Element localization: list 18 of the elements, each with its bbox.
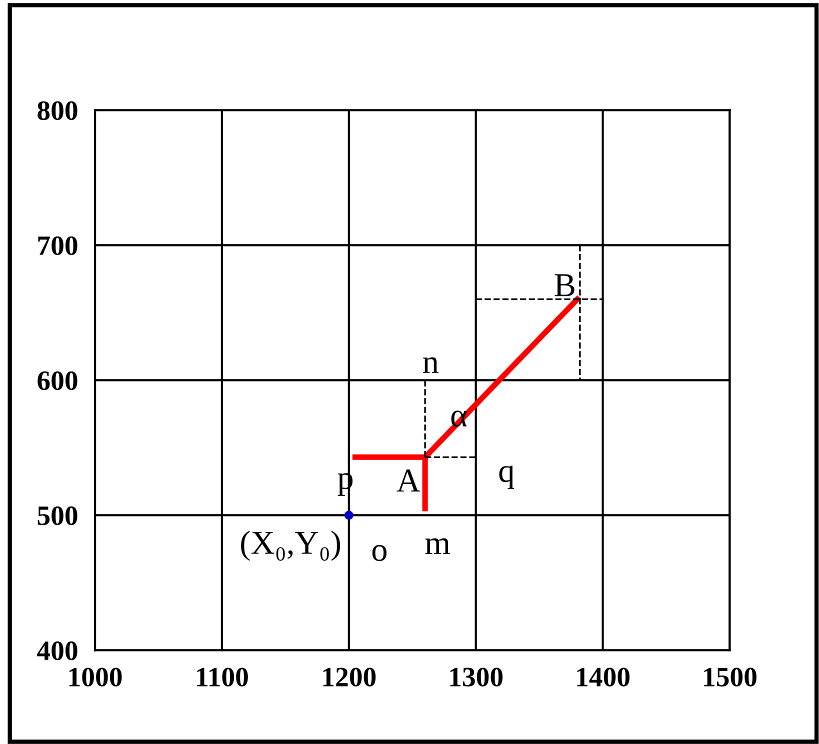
annotation: (X₀,Y₀) bbox=[241, 530, 340, 561]
y-tick-label: 800 bbox=[38, 101, 78, 120]
x-tick-label: 1000 bbox=[69, 668, 122, 686]
y-tick-label: 500 bbox=[38, 506, 78, 526]
x-tick-label: 1100 bbox=[197, 668, 248, 686]
x-tick-label: 1400 bbox=[577, 668, 630, 686]
y-tick-label: 600 bbox=[38, 371, 78, 390]
annotation: o bbox=[372, 545, 387, 562]
x-tick-label: 1200 bbox=[323, 668, 376, 686]
annotation: B bbox=[554, 274, 574, 296]
y-tick-label: 400 bbox=[37, 641, 78, 660]
y-tick-label: 700 bbox=[38, 236, 78, 256]
annotation: q bbox=[499, 466, 514, 489]
annotation: m bbox=[425, 538, 450, 554]
annotation: A bbox=[396, 470, 420, 492]
x-tick-label: 1500 bbox=[704, 668, 756, 686]
annotation: n bbox=[423, 357, 438, 373]
x-tick-label: 1300 bbox=[450, 668, 503, 686]
